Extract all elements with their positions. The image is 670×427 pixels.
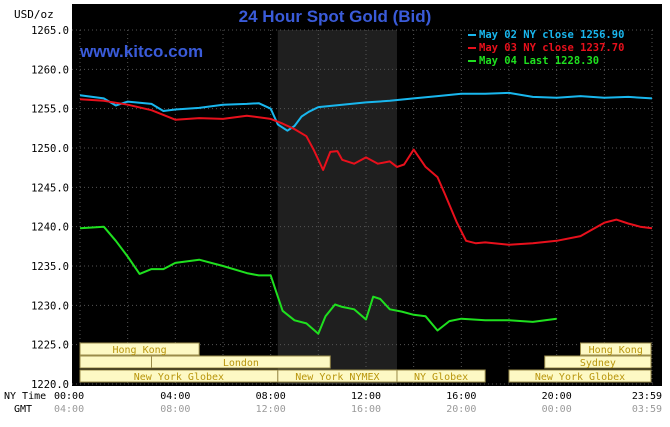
session-label: New York Globex (134, 372, 224, 383)
legend-entry: May 04 Last 1228.30 (479, 55, 599, 67)
y-tick-label: 1230.0 (31, 300, 69, 312)
x-tick-gmt-label: 12:00 (256, 404, 286, 415)
y-tick-label: 1225.0 (31, 340, 69, 352)
session-label: Hong Kong (112, 345, 166, 356)
session-bar (580, 342, 652, 356)
legend-entry: May 02 NY close 1256.90 (479, 29, 624, 41)
session-bar (508, 369, 652, 383)
y-tick-label: 1220.0 (31, 379, 69, 391)
session-bar (79, 355, 152, 369)
y-tick-label: 1260.0 (31, 64, 69, 76)
x-tick-ny-label: 08:00 (256, 391, 286, 402)
x-tick-ny-label: 00:00 (54, 391, 84, 402)
y-tick-label: 1245.0 (31, 182, 69, 194)
session-label: NY Globex (414, 372, 468, 383)
series-line-2 (79, 98, 653, 246)
y-tick-label: 1255.0 (31, 104, 69, 116)
y-tick-label: 1265.0 (31, 25, 69, 37)
session-bar (544, 355, 652, 369)
session-label: Hong Kong (589, 345, 643, 356)
session-label: New York NYMEX (295, 372, 379, 383)
series-line-1 (79, 91, 653, 132)
x-axis-ny-time-label: NY Time (4, 391, 46, 402)
x-axis-ticks: 00:00 04:00 04:00 08:00 08:00 12:00 12:00 16:00… (54, 391, 662, 415)
y-tick-label: 1235.0 (31, 261, 69, 273)
x-tick-gmt-label: 00:00 (542, 404, 572, 415)
nymex-shaded-region (277, 30, 397, 384)
x-tick-ny-label: 04:00 (160, 391, 190, 402)
x-tick-gmt-label: 20:00 (446, 404, 476, 415)
grid-lines (72, 29, 655, 385)
y-tick-label: 1240.0 (31, 222, 69, 234)
x-tick-ny-label: 23:59 (632, 391, 662, 402)
session-bar (151, 355, 331, 369)
chart-timestamp: May 04, 2017 19:49 (521, 13, 640, 26)
y-tick-label: 1250.0 (31, 143, 69, 155)
series-line-3 (79, 225, 557, 335)
x-tick-ny-label: 12:00 (351, 391, 381, 402)
x-tick-ny-label: 16:00 (446, 391, 476, 402)
x-tick-gmt-label: 08:00 (160, 404, 190, 415)
kitco-watermark: www.kitco.com (79, 42, 203, 61)
session-label: Sydney (580, 358, 616, 369)
chart-title: 24 Hour Spot Gold (Bid) (239, 7, 432, 26)
x-tick-gmt-label: 16:00 (351, 404, 381, 415)
x-tick-ny-label: 20:00 (542, 391, 572, 402)
x-tick-gmt-label: 04:00 (54, 404, 84, 415)
session-bar (396, 369, 486, 383)
session-bar (79, 342, 200, 356)
legend-entry: May 03 NY close 1237.70 (479, 42, 624, 54)
x-axis-gmt-label: GMT (14, 404, 32, 415)
y-axis-unit-label: USD/oz (14, 8, 54, 21)
price-series (79, 91, 653, 335)
x-tick-gmt-label: 03:59 (632, 404, 662, 415)
trading-sessions: Hong Kong London New York Globex New York N… (79, 342, 652, 383)
session-label: New York Globex (535, 372, 625, 383)
y-axis-ticks: 1265.0 1260.0 1255.0 1250.0 1245.0 1240.0 1235… (31, 25, 69, 391)
session-label: London (223, 358, 259, 369)
